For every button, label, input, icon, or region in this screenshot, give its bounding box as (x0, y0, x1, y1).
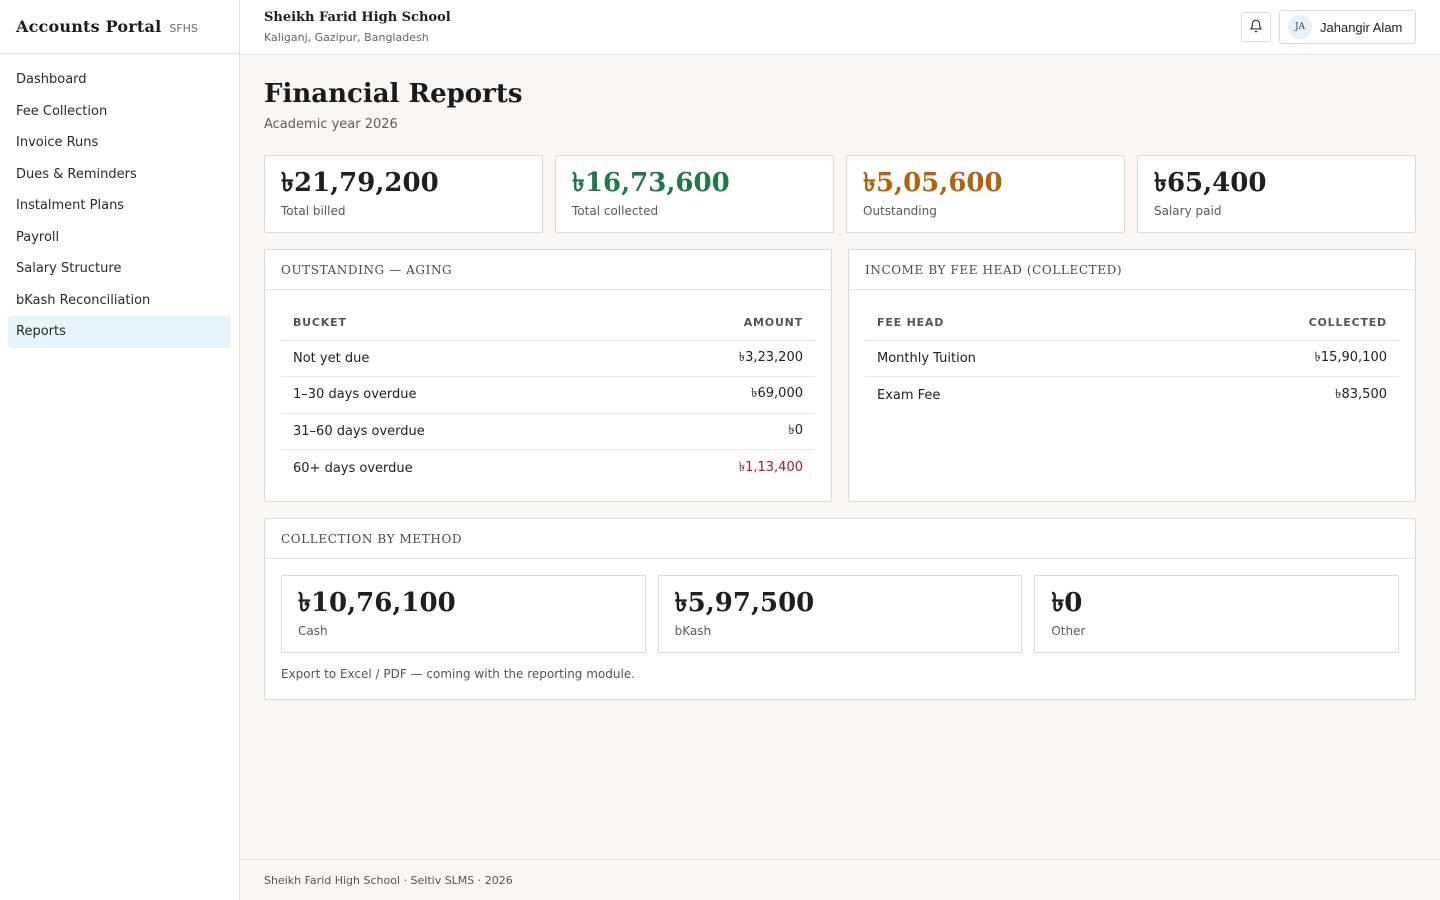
top-header: Sheikh Farid High School Kaliganj, Gazip… (240, 0, 1440, 55)
amount-cell: ৳0 (621, 413, 815, 450)
column-header-bucket: Bucket (281, 306, 622, 341)
method-label: Cash (298, 624, 328, 638)
sidebar-item-dashboard[interactable]: Dashboard (16, 72, 87, 87)
sidebar-item-salary-structure[interactable]: Salary Structure (16, 261, 122, 276)
sidebar-item-payroll[interactable]: Payroll (16, 229, 60, 245)
stat-label: Total billed (281, 204, 346, 218)
collection-method-panel: Collection by Method ৳10,76,100 Cash ৳5,… (264, 518, 1416, 700)
income-panel: Income by Fee Head (Collected) Fee Head … (848, 249, 1416, 502)
method-card-bkash: ৳5,97,500 bKash (657, 575, 1023, 653)
sidebar-item-bkash-reconciliation[interactable]: bKash Reconciliation (16, 292, 151, 308)
method-value: ৳0 (1051, 588, 1083, 618)
stat-label: Salary paid (1154, 204, 1222, 218)
bucket-cell: 31–60 days overdue (281, 413, 622, 450)
sidebar: Accounts Portal SFHS Dashboard Fee Colle… (0, 0, 240, 900)
method-value: ৳5,97,500 (674, 588, 815, 618)
method-label: Other (1051, 624, 1086, 638)
amount-cell-overdue: ৳1,13,400 (738, 459, 803, 475)
table-row: Exam Fee ৳83,500 (865, 377, 1399, 414)
notifications-button[interactable] (1241, 12, 1271, 42)
method-card-other: ৳0 Other (1034, 575, 1400, 653)
method-value: ৳10,76,100 (298, 588, 456, 618)
fee-head-cell: Exam Fee (877, 387, 941, 403)
sidebar-item-invoice-runs[interactable]: Invoice Runs (16, 135, 99, 150)
aging-panel: Outstanding — Aging Bucket Amount Not ye… (264, 249, 832, 502)
table-row: Not yet due ৳3,23,200 (281, 340, 815, 377)
bucket-cell: Not yet due (281, 340, 622, 377)
brand-name: Accounts Portal (16, 17, 162, 36)
sidebar-nav: Dashboard Fee Collection Invoice Runs Du… (0, 54, 239, 358)
brand-code: SFHS (169, 21, 198, 35)
stat-value: ৳21,79,200 (281, 168, 439, 198)
stat-total-collected: ৳16,73,600 Total collected (555, 155, 834, 233)
aging-panel-title: Outstanding — Aging (265, 250, 831, 290)
stat-value: ৳16,73,600 (572, 168, 730, 198)
summary-stats: ৳21,79,200 Total billed ৳16,73,600 Total… (264, 155, 1416, 233)
bell-icon (1249, 19, 1263, 36)
column-header-fee-head: Fee Head (865, 306, 1157, 341)
page-subtitle: Academic year 2026 (264, 117, 398, 132)
brand: Accounts Portal SFHS (0, 0, 239, 54)
bucket-cell: 60+ days overdue (293, 460, 413, 476)
stat-outstanding: ৳5,05,600 Outstanding (846, 155, 1125, 233)
stat-total-billed: ৳21,79,200 Total billed (264, 155, 543, 233)
collected-cell: ৳15,90,100 (1156, 340, 1399, 377)
school-location: Kaliganj, Gazipur, Bangladesh (264, 31, 429, 44)
collection-method-title: Collection by Method (265, 519, 1415, 559)
table-row: 31–60 days overdue ৳0 (281, 413, 815, 450)
school-name: Sheikh Farid High School (264, 10, 451, 25)
stat-salary-paid: ৳65,400 Salary paid (1137, 155, 1416, 233)
fee-head-cell: Monthly Tuition (865, 340, 1157, 377)
amount-cell: ৳69,000 (621, 376, 815, 414)
table-row: 1–30 days overdue ৳69,000 (281, 376, 815, 414)
footer-text: Sheikh Farid High School · Seltiv SLMS ·… (264, 873, 513, 887)
income-table: Fee Head Collected Monthly Tuition ৳15,9… (865, 306, 1399, 413)
amount-cell: ৳3,23,200 (621, 340, 815, 377)
table-row: Monthly Tuition ৳15,90,100 (865, 340, 1399, 377)
sidebar-item-fee-collection[interactable]: Fee Collection (16, 103, 108, 119)
avatar: JA (1288, 15, 1312, 39)
collected-cell: ৳83,500 (1335, 386, 1387, 402)
method-label: bKash (674, 624, 712, 638)
sidebar-item-reports[interactable]: Reports (8, 316, 231, 348)
column-header-collected: Collected (1156, 306, 1399, 341)
sidebar-item-dues-reminders[interactable]: Dues & Reminders (16, 166, 137, 182)
footer: Sheikh Farid High School · Seltiv SLMS ·… (240, 859, 1440, 900)
income-panel-title: Income by Fee Head (Collected) (849, 250, 1415, 290)
export-note: Export to Excel / PDF — coming with the … (281, 667, 636, 681)
column-header-amount: Amount (621, 306, 815, 341)
table-row: 60+ days overdue ৳1,13,400 (281, 450, 815, 487)
method-cards: ৳10,76,100 Cash ৳5,97,500 bKash ৳0 Other (281, 575, 1400, 653)
stat-value: ৳65,400 (1154, 168, 1267, 198)
stat-label: Outstanding (863, 204, 937, 218)
bucket-cell: 1–30 days overdue (281, 376, 622, 414)
user-name: Jahangir Alam (1320, 19, 1403, 35)
user-menu-button[interactable]: JA Jahangir Alam (1279, 10, 1416, 44)
stat-value: ৳5,05,600 (863, 168, 1003, 198)
page-title: Financial Reports (264, 79, 523, 109)
sidebar-item-instalment-plans[interactable]: Instalment Plans (16, 198, 125, 213)
aging-table: Bucket Amount Not yet due ৳3,23,200 1–30… (281, 306, 815, 486)
method-card-cash: ৳10,76,100 Cash (281, 575, 646, 653)
stat-label: Total collected (572, 204, 659, 218)
